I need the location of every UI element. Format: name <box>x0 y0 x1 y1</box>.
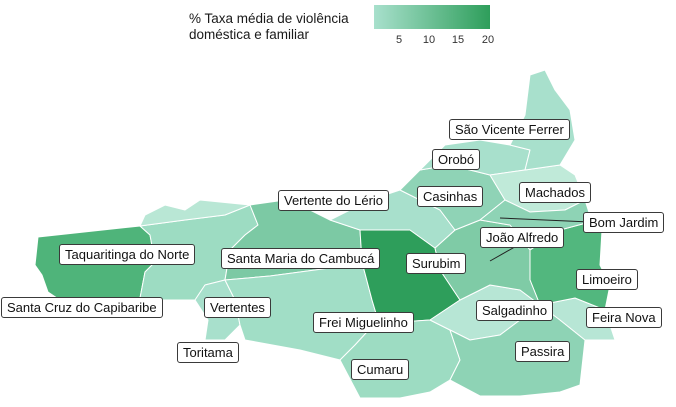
label-taquaritinga-do-norte: Taquaritinga do Norte <box>59 244 196 265</box>
label-limoeiro: Limoeiro <box>576 269 638 290</box>
label-toritama: Toritama <box>177 342 239 363</box>
label-bom-jardim: Bom Jardim <box>583 212 665 233</box>
legend-tick-label: 20 <box>481 34 495 46</box>
region-north-strip <box>139 199 251 227</box>
legend-tick-label: 10 <box>422 34 436 46</box>
label-salgadinho: Salgadinho <box>476 300 554 321</box>
label-vertente-do-lerio: Vertente do Lério <box>278 190 390 211</box>
label-santa-maria-do-cambuca: Santa Maria do Cambucá <box>221 248 381 269</box>
label-oroba: Orobó <box>432 149 481 170</box>
label-sao-vicente-ferrer: São Vicente Ferrer <box>449 119 570 140</box>
legend-tick-label: 5 <box>395 34 403 46</box>
label-casinhas: Casinhas <box>417 186 484 207</box>
label-santa-cruz-do-capibaribe: Santa Cruz do Capibaribe <box>1 297 163 318</box>
label-surubim: Surubim <box>406 253 467 274</box>
label-cumaru: Cumaru <box>351 359 410 380</box>
label-frei-miguelinho: Frei Miguelinho <box>313 312 414 333</box>
legend-colorbar <box>374 5 490 29</box>
label-joao-alfredo: João Alfredo <box>480 227 565 248</box>
label-passira: Passira <box>515 341 571 362</box>
leader-line-bom-jardim <box>499 217 591 223</box>
legend-title-line1: % Taxa média de violência <box>189 11 349 26</box>
legend-title-line2: doméstica e familiar <box>189 27 310 42</box>
legend-tick-mark <box>398 29 399 32</box>
legend-tick-label: 15 <box>451 34 465 46</box>
legend-tick-mark <box>428 29 429 32</box>
legend-tick-mark <box>487 29 488 32</box>
legend-title: % Taxa média de violência doméstica e fa… <box>189 11 349 43</box>
label-feira-nova: Feira Nova <box>586 307 662 328</box>
label-vertentes: Vertentes <box>204 297 271 318</box>
label-machados: Machados <box>519 182 591 203</box>
legend-tick-mark <box>458 29 459 32</box>
